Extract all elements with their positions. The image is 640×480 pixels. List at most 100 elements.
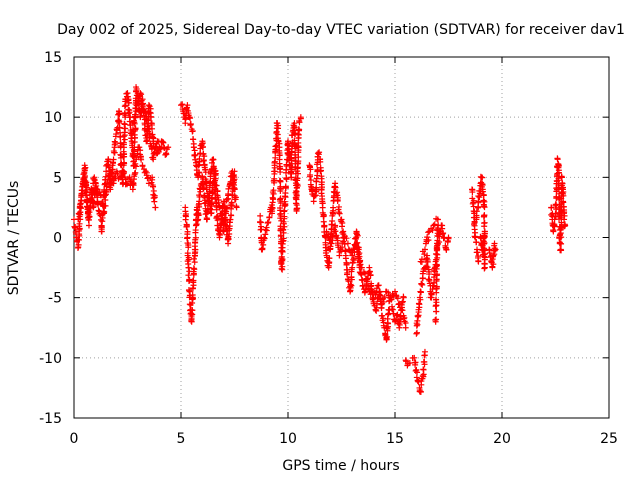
data-point [192,222,199,229]
data-point [364,285,371,292]
data-point [87,204,94,211]
data-point [125,99,132,106]
data-point [558,173,565,180]
data-point [259,245,266,252]
data-point [347,281,354,288]
data-point [425,229,432,236]
data-point [433,308,440,315]
data-point [425,237,432,244]
data-point [225,190,232,197]
data-point [311,193,318,200]
data-point [132,113,139,120]
data-point [473,239,480,246]
data-point [551,223,558,230]
data-point [353,228,360,235]
data-point [210,156,217,163]
data-point [558,247,565,254]
x-tick-label: 25 [600,431,618,447]
data-point [470,214,477,221]
data-point [474,249,481,256]
data-point [415,378,422,385]
data-point [445,234,452,241]
data-point [152,204,159,211]
data-point [347,287,354,294]
data-point [417,289,424,296]
data-point [349,260,356,267]
data-point [326,235,333,242]
data-point [550,227,557,234]
data-point [480,247,487,254]
data-point [130,128,137,135]
data-point [406,359,413,366]
data-point [158,144,165,151]
data-point [116,119,123,126]
data-point [385,289,392,296]
data-point [548,204,555,211]
data-point [121,120,128,127]
data-point [396,300,403,307]
data-point [110,156,117,163]
data-point [553,193,560,200]
data-point [421,251,428,258]
data-point [184,228,191,235]
data-point [163,151,170,158]
data-point [225,233,232,240]
data-point [81,167,88,174]
data-point [150,183,157,190]
data-point [230,172,237,179]
data-point [117,134,124,141]
data-point [358,264,365,271]
data-point [344,240,351,247]
data-point [138,91,145,98]
data-point [480,192,487,199]
data-point [218,216,225,223]
data-point [318,193,325,200]
data-point [402,324,409,331]
data-point [279,263,286,270]
data-point [414,369,421,376]
data-point [310,198,317,205]
y-tick-label: 15 [44,50,62,66]
data-point [481,204,488,211]
data-point [481,234,488,241]
data-point [490,261,497,268]
data-point [362,270,369,277]
data-point [558,224,565,231]
data-point [133,86,140,93]
data-point [182,213,189,220]
data-point [200,176,207,183]
data-point [133,108,140,115]
data-point [431,221,438,228]
data-point [271,168,278,175]
data-point [233,204,240,211]
data-point [278,253,285,260]
data-point [479,174,486,181]
data-point [185,272,192,279]
data-point [130,179,137,186]
data-point [227,212,234,219]
data-point [288,148,295,155]
data-point [146,125,153,132]
data-point [120,133,127,140]
data-point [143,116,150,123]
data-point [330,204,337,211]
data-point [205,205,212,212]
data-point [433,265,440,272]
y-tick-label: 0 [53,231,62,247]
data-point [114,170,121,177]
data-point [187,115,194,122]
data-point [77,197,84,204]
data-point [411,354,418,361]
data-point [561,216,568,223]
data-point [417,388,424,395]
data-point [111,149,118,156]
data-point [295,131,302,138]
data-point [84,199,91,206]
data-point [221,199,228,206]
data-point [560,198,567,205]
data-point [552,201,559,208]
data-point [124,181,131,188]
data-point [216,228,223,235]
data-point [268,202,275,209]
data-point [123,90,130,97]
